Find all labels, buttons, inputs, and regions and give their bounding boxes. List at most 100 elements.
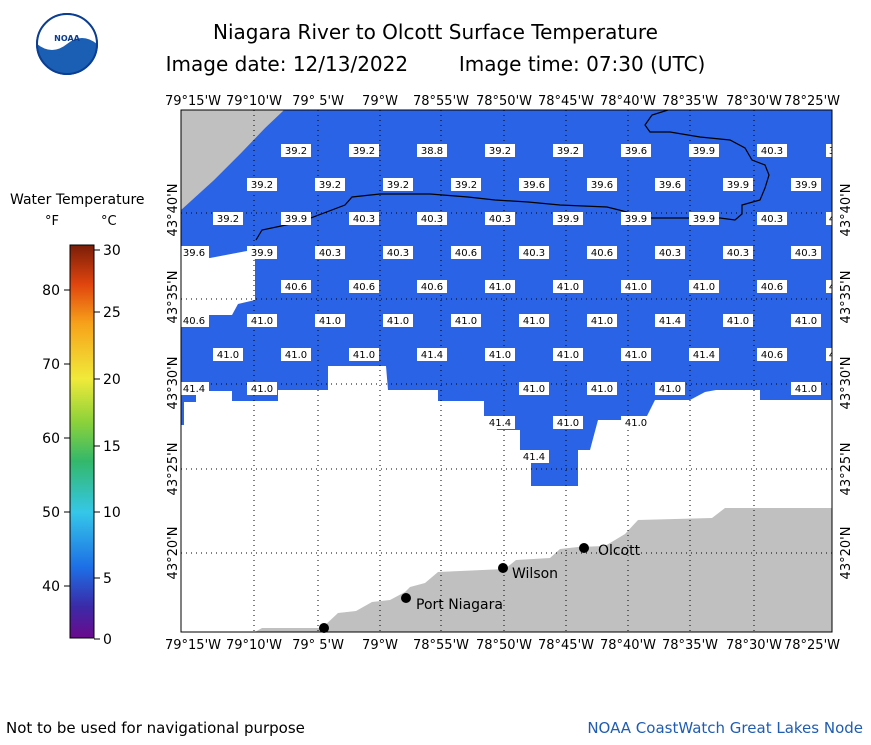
legend-f-tick: 40 [42, 579, 60, 595]
temperature-label: 40.3 [655, 246, 685, 259]
svg-text:39.2: 39.2 [319, 180, 341, 191]
legend-f-tick: 70 [42, 357, 60, 373]
temperature-label: 40.6 [587, 246, 617, 259]
lat-label-right: 43°35'N [839, 271, 854, 324]
lon-label-top: 79°W [362, 94, 398, 109]
temperature-label: 40.6 [451, 246, 481, 259]
lat-label-left: 43°25'N [166, 443, 181, 496]
land-canada [181, 110, 284, 210]
svg-text:40.3: 40.3 [727, 248, 749, 259]
svg-text:41.0: 41.0 [319, 316, 341, 327]
lat-label-left: 43°20'N [166, 527, 181, 580]
temperature-label: 40.3 [757, 144, 787, 157]
temperature-label: 41.0 [247, 382, 277, 395]
svg-text:41.0: 41.0 [523, 316, 545, 327]
temperature-label: 39.6 [587, 178, 617, 191]
temperature-label: 41.0 [315, 314, 345, 327]
logo-text: NOAA [54, 34, 80, 43]
svg-text:41.0: 41.0 [727, 316, 749, 327]
temperature-label: 39.6 [519, 178, 549, 191]
temperature-label: 38.8 [417, 144, 447, 157]
credit-link[interactable]: NOAA CoastWatch Great Lakes Node [587, 719, 863, 737]
lon-label-bottom: 79°10'W [226, 638, 282, 653]
lon-label-top: 78°40'W [600, 94, 656, 109]
temperature-label: 40.6 [757, 280, 787, 293]
legend-c-tick: 0 [103, 632, 112, 648]
temperature-label: 41.0 [281, 348, 311, 361]
svg-text:40.6: 40.6 [285, 282, 307, 293]
temperature-label: 39.6 [621, 144, 651, 157]
temperature-label: 40.3 [791, 246, 821, 259]
svg-text:39.2: 39.2 [217, 214, 239, 225]
temperature-label: 41.0 [485, 280, 515, 293]
temperature-label: 41.4 [417, 348, 447, 361]
temperature-label: 41.0 [553, 416, 583, 429]
temperature-label: 39.9 [621, 212, 651, 225]
temperature-label: 41.0 [621, 280, 651, 293]
temperature-label: 39.9 [689, 144, 719, 157]
legend-c-tick: 5 [103, 571, 112, 587]
lon-label-top: 79°15'W [165, 94, 221, 109]
legend-f-tick: 50 [42, 505, 60, 521]
lon-label-bottom: 78°45'W [538, 638, 594, 653]
svg-text:39.2: 39.2 [387, 180, 409, 191]
svg-text:41.0: 41.0 [795, 384, 817, 395]
svg-text:41.0: 41.0 [557, 350, 579, 361]
svg-text:41.0: 41.0 [795, 316, 817, 327]
temperature-label: 4 [826, 348, 832, 361]
lon-label-top: 78°25'W [784, 94, 840, 109]
temperature-label: 41.0 [553, 348, 583, 361]
temperature-label: 39.6 [655, 178, 685, 191]
svg-text:40.3: 40.3 [523, 248, 545, 259]
lon-label-top: 78°30'W [726, 94, 782, 109]
temperature-label: 4 [826, 212, 835, 225]
svg-text:41.0: 41.0 [217, 350, 239, 361]
svg-text:40.3: 40.3 [659, 248, 681, 259]
lon-label-top: 78°55'W [413, 94, 469, 109]
temperature-label: 40.6 [757, 348, 787, 361]
svg-text:4: 4 [829, 214, 835, 225]
svg-text:40.3: 40.3 [761, 214, 783, 225]
temperature-label: 41.0 [519, 314, 549, 327]
svg-text:39.9: 39.9 [557, 214, 579, 225]
temperature-label: 39.2 [349, 144, 379, 157]
svg-text:41.4: 41.4 [693, 350, 715, 361]
lat-label-right: 43°20'N [839, 527, 854, 580]
svg-text:39.2: 39.2 [285, 146, 307, 157]
svg-text:39.6: 39.6 [625, 146, 647, 157]
lon-label-top: 78°50'W [476, 94, 532, 109]
place-name: Port Niagara [416, 597, 503, 613]
temperature-label: 41.0 [621, 416, 651, 429]
temperature-label: 39.9 [723, 178, 753, 191]
svg-text:40.6: 40.6 [183, 316, 205, 327]
lon-label-bottom: 79°W [362, 638, 398, 653]
lat-label-left: 43°35'N [166, 271, 181, 324]
temperature-label: 39.2 [485, 144, 515, 157]
svg-text:41.0: 41.0 [693, 282, 715, 293]
svg-text:41.0: 41.0 [591, 316, 613, 327]
legend-c-tick: 25 [103, 305, 121, 321]
svg-text:41.0: 41.0 [455, 316, 477, 327]
lon-label-bottom: 78°50'W [476, 638, 532, 653]
temperature-label: 4 [826, 280, 832, 293]
legend-c-tick: 15 [103, 439, 121, 455]
isotherm-line [255, 110, 770, 241]
svg-text:40.3: 40.3 [387, 248, 409, 259]
svg-text:40.6: 40.6 [421, 282, 443, 293]
svg-text:41.4: 41.4 [523, 452, 545, 463]
svg-text:41.0: 41.0 [387, 316, 409, 327]
temperature-label: 39.2 [553, 144, 583, 157]
temperature-label: 41.0 [451, 314, 481, 327]
svg-text:41.0: 41.0 [523, 384, 545, 395]
temperature-label: 40.3 [485, 212, 515, 225]
legend-f-tick: 80 [42, 283, 60, 299]
temperature-label: 41.0 [485, 348, 515, 361]
svg-text:41.0: 41.0 [625, 418, 647, 429]
place-marker [319, 623, 329, 633]
place-marker: Wilson [498, 563, 558, 582]
svg-text:39.9: 39.9 [625, 214, 647, 225]
svg-text:40.3: 40.3 [761, 146, 783, 157]
svg-text:39.9: 39.9 [251, 248, 273, 259]
temperature-label: 41.0 [383, 314, 413, 327]
